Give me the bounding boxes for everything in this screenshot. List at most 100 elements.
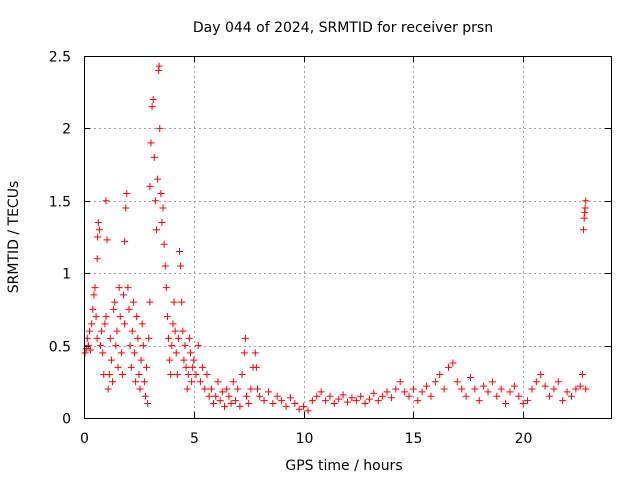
data-point [295, 405, 303, 413]
data-point [134, 334, 142, 342]
data-point [348, 394, 356, 402]
data-point [154, 175, 162, 183]
data-point [510, 382, 518, 390]
data-point [199, 363, 207, 371]
data-point [114, 363, 122, 371]
data-point [122, 204, 130, 212]
data-point [107, 356, 115, 364]
data-point [179, 327, 187, 335]
data-point [186, 349, 194, 357]
data-point [502, 400, 510, 408]
data-point [121, 237, 129, 245]
data-point [95, 226, 103, 234]
data-point [212, 392, 220, 400]
data-point [440, 385, 448, 393]
data-point [282, 402, 290, 410]
data-point [242, 392, 250, 400]
data-point [126, 342, 134, 350]
data-point [151, 197, 159, 205]
data-point [188, 378, 196, 386]
data-point [515, 392, 523, 400]
data-point [166, 356, 174, 364]
data-point [453, 378, 461, 386]
data-point [401, 388, 409, 396]
y-tick-label: 0.5 [49, 340, 71, 356]
data-point [162, 284, 170, 292]
data-point [159, 204, 167, 212]
data-point [145, 334, 153, 342]
data-point [528, 385, 536, 393]
data-point [128, 327, 136, 335]
x-tick-label: 15 [405, 431, 423, 447]
data-point [121, 320, 129, 328]
data-point [129, 298, 137, 306]
data-point [264, 388, 272, 396]
data-point [431, 378, 439, 386]
x-tick-label: 20 [515, 431, 533, 447]
data-point [91, 284, 99, 292]
data-point [291, 400, 299, 408]
data-point [141, 392, 149, 400]
data-point [140, 378, 148, 386]
data-point [563, 388, 571, 396]
data-point [143, 363, 151, 371]
data-point [580, 226, 588, 234]
y-tick-label: 1 [62, 267, 71, 283]
data-point [576, 382, 584, 390]
data-point [252, 363, 260, 371]
data-point [317, 388, 325, 396]
data-point [396, 378, 404, 386]
data-point [136, 385, 144, 393]
data-point [125, 305, 133, 313]
data-points-layer [81, 62, 590, 415]
data-point [480, 382, 488, 390]
data-point [253, 385, 261, 393]
data-point [532, 378, 540, 386]
x-tick-label: 0 [80, 431, 89, 447]
data-point [124, 284, 132, 292]
data-point [427, 392, 435, 400]
data-point [484, 388, 492, 396]
data-point [357, 392, 365, 400]
data-point [572, 385, 580, 393]
data-point [405, 392, 413, 400]
data-point [493, 392, 501, 400]
data-point [232, 397, 240, 405]
data-point [192, 371, 200, 379]
data-point [582, 385, 590, 393]
data-point [178, 298, 186, 306]
y-tick-label: 1.5 [49, 195, 71, 211]
data-point [148, 103, 156, 111]
data-point [370, 389, 378, 397]
data-point [300, 402, 308, 410]
data-point [322, 397, 330, 405]
data-point [165, 334, 173, 342]
data-point [273, 392, 281, 400]
data-point [183, 385, 191, 393]
data-point [497, 385, 505, 393]
ticks-layer [84, 56, 611, 419]
data-point [147, 139, 155, 147]
data-point [216, 397, 224, 405]
data-point [409, 385, 417, 393]
data-point [582, 197, 590, 205]
data-point [85, 327, 93, 335]
data-point [365, 395, 373, 403]
data-point [218, 388, 226, 396]
data-point [116, 313, 124, 321]
data-point [161, 262, 169, 270]
data-point [170, 298, 178, 306]
data-point [256, 392, 264, 400]
x-axis-label: GPS time / hours [285, 458, 402, 474]
data-point [158, 219, 166, 227]
data-point [105, 371, 113, 379]
data-point [88, 320, 96, 328]
data-point [127, 363, 135, 371]
data-point [524, 397, 532, 405]
data-point [392, 385, 400, 393]
data-point [189, 363, 197, 371]
data-point [269, 400, 277, 408]
data-point [374, 397, 382, 405]
data-point [546, 392, 554, 400]
